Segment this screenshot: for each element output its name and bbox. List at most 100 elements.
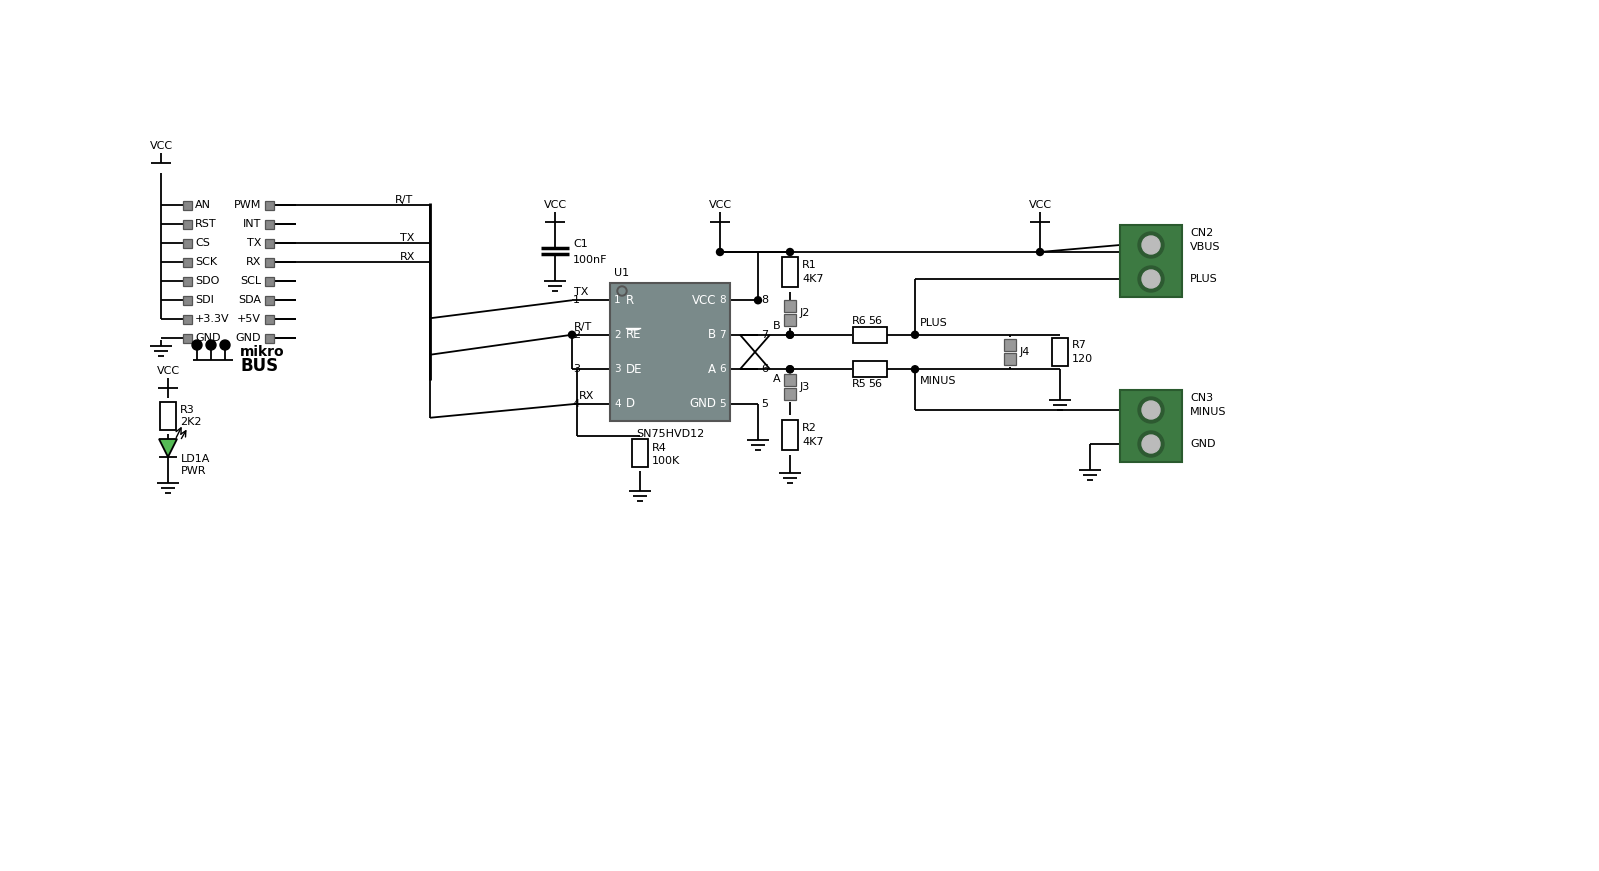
Text: GND: GND (689, 397, 716, 410)
Text: VCC: VCC (691, 294, 716, 307)
Text: A: A (708, 362, 716, 375)
Bar (182, 219, 192, 228)
Circle shape (787, 331, 793, 338)
Circle shape (1036, 248, 1044, 255)
Bar (852, 327, 887, 343)
Text: VCC: VCC (708, 200, 732, 210)
Bar (265, 295, 273, 305)
Bar (265, 258, 273, 267)
Text: 5: 5 (761, 399, 768, 408)
Text: 56: 56 (868, 379, 883, 389)
Text: 2K2: 2K2 (181, 417, 201, 427)
Bar (182, 295, 192, 305)
Text: PWR: PWR (181, 466, 206, 476)
Text: R5: R5 (852, 379, 867, 389)
Bar (182, 314, 192, 323)
Text: J3: J3 (800, 382, 811, 392)
Text: SDI: SDI (195, 295, 214, 305)
Text: TX: TX (246, 238, 261, 248)
Text: 2: 2 (614, 330, 620, 340)
Text: MINUS: MINUS (1190, 407, 1226, 417)
Polygon shape (158, 439, 177, 457)
Text: 56: 56 (868, 316, 883, 326)
Text: J4: J4 (1020, 347, 1030, 357)
Text: 8: 8 (761, 295, 768, 305)
Circle shape (787, 366, 793, 373)
Text: R6: R6 (852, 316, 867, 326)
Circle shape (569, 331, 576, 338)
Circle shape (1142, 236, 1159, 254)
Text: R4: R4 (652, 442, 667, 453)
Text: SDA: SDA (238, 295, 261, 305)
Text: TX: TX (574, 287, 588, 297)
Bar (782, 257, 798, 287)
Text: PLUS: PLUS (919, 318, 948, 327)
Bar (782, 420, 798, 450)
Text: R: R (625, 294, 635, 307)
Circle shape (617, 286, 627, 296)
Text: 4: 4 (572, 399, 580, 408)
Bar (265, 314, 273, 323)
Text: RX: RX (246, 257, 261, 267)
Text: 7: 7 (761, 330, 768, 340)
Circle shape (787, 248, 793, 255)
Text: TX: TX (400, 233, 414, 243)
Text: VCC: VCC (149, 141, 173, 151)
Bar (265, 276, 273, 286)
Text: R1: R1 (803, 260, 817, 270)
Text: SCK: SCK (195, 257, 217, 267)
Text: U1: U1 (614, 268, 628, 278)
Text: VCC: VCC (157, 366, 179, 376)
Bar (182, 239, 192, 247)
Text: CS: CS (195, 238, 209, 248)
Text: BUS: BUS (240, 357, 278, 375)
Text: CN3: CN3 (1190, 393, 1214, 403)
Bar (784, 314, 796, 326)
Text: VBUS: VBUS (1190, 242, 1220, 252)
Text: 2: 2 (572, 330, 580, 340)
Text: SDO: SDO (195, 276, 219, 286)
Text: 3: 3 (614, 364, 620, 375)
Text: SN75HVD12: SN75HVD12 (636, 429, 704, 439)
Circle shape (206, 340, 216, 350)
Text: R/T: R/T (395, 195, 413, 205)
Text: 3: 3 (572, 364, 580, 375)
Text: MINUS: MINUS (919, 376, 956, 386)
Circle shape (1142, 401, 1159, 419)
Circle shape (787, 366, 793, 373)
Bar (1004, 353, 1015, 365)
Text: +5V: +5V (237, 314, 261, 324)
Bar (609, 283, 731, 421)
Text: J2: J2 (800, 308, 811, 318)
Text: R/T: R/T (574, 321, 592, 332)
Text: GND: GND (1190, 439, 1215, 449)
Circle shape (911, 366, 918, 373)
Circle shape (192, 340, 201, 350)
Bar (182, 276, 192, 286)
Text: 100K: 100K (652, 456, 680, 465)
Text: GND: GND (195, 333, 221, 343)
Circle shape (221, 340, 230, 350)
Text: 6: 6 (720, 364, 726, 375)
Circle shape (787, 331, 793, 338)
Circle shape (1142, 435, 1159, 453)
Circle shape (716, 248, 723, 255)
Text: VCC: VCC (1028, 200, 1052, 210)
Bar (1052, 338, 1068, 366)
Circle shape (619, 288, 625, 294)
Bar (182, 258, 192, 267)
Circle shape (1138, 266, 1164, 292)
Circle shape (911, 331, 918, 338)
Text: R7: R7 (1071, 340, 1087, 350)
Text: SCL: SCL (240, 276, 261, 286)
Text: A: A (772, 375, 780, 384)
Text: DE: DE (625, 362, 643, 375)
Text: B: B (708, 328, 716, 341)
Text: RX: RX (579, 391, 595, 401)
Text: R2: R2 (803, 423, 817, 433)
Text: B: B (772, 321, 780, 331)
Text: RST: RST (195, 219, 216, 229)
Bar (1004, 339, 1015, 351)
Text: 7: 7 (720, 330, 726, 340)
Text: +3.3V: +3.3V (195, 314, 230, 324)
